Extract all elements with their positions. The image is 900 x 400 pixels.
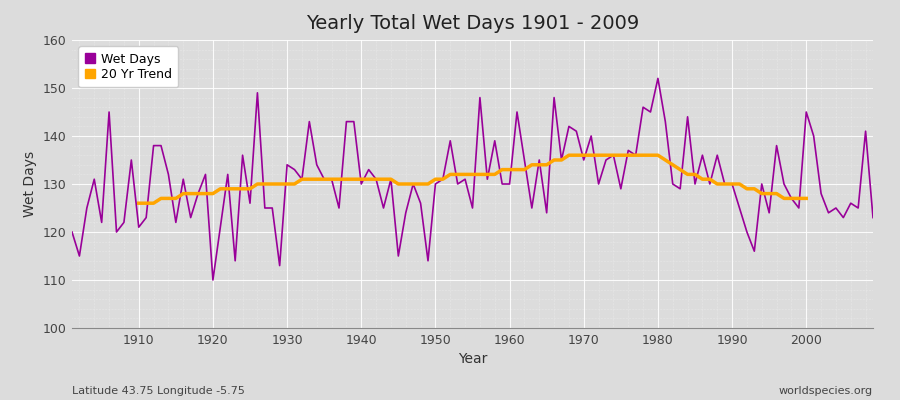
X-axis label: Year: Year xyxy=(458,352,487,366)
Wet Days xyxy=(504,182,515,186)
Wet Days xyxy=(126,158,137,162)
Wet Days xyxy=(208,278,219,282)
Text: worldspecies.org: worldspecies.org xyxy=(778,386,873,396)
Title: Yearly Total Wet Days 1901 - 2009: Yearly Total Wet Days 1901 - 2009 xyxy=(306,14,639,33)
Wet Days xyxy=(600,158,611,162)
Legend: Wet Days, 20 Yr Trend: Wet Days, 20 Yr Trend xyxy=(78,46,178,87)
20 Yr Trend xyxy=(563,153,574,158)
Wet Days xyxy=(511,110,522,114)
Line: 20 Yr Trend: 20 Yr Trend xyxy=(139,155,806,203)
Line: Wet Days: Wet Days xyxy=(72,78,873,280)
Y-axis label: Wet Days: Wet Days xyxy=(23,151,37,217)
20 Yr Trend xyxy=(304,177,315,182)
Wet Days xyxy=(67,230,77,234)
20 Yr Trend xyxy=(215,186,226,191)
Wet Days xyxy=(652,76,663,81)
20 Yr Trend xyxy=(705,177,716,182)
20 Yr Trend xyxy=(786,196,796,201)
Wet Days xyxy=(868,215,878,220)
20 Yr Trend xyxy=(133,201,144,206)
Wet Days xyxy=(296,177,307,182)
20 Yr Trend xyxy=(794,196,805,201)
20 Yr Trend xyxy=(289,182,300,186)
Text: Latitude 43.75 Longitude -5.75: Latitude 43.75 Longitude -5.75 xyxy=(72,386,245,396)
Wet Days xyxy=(341,119,352,124)
20 Yr Trend xyxy=(801,196,812,201)
